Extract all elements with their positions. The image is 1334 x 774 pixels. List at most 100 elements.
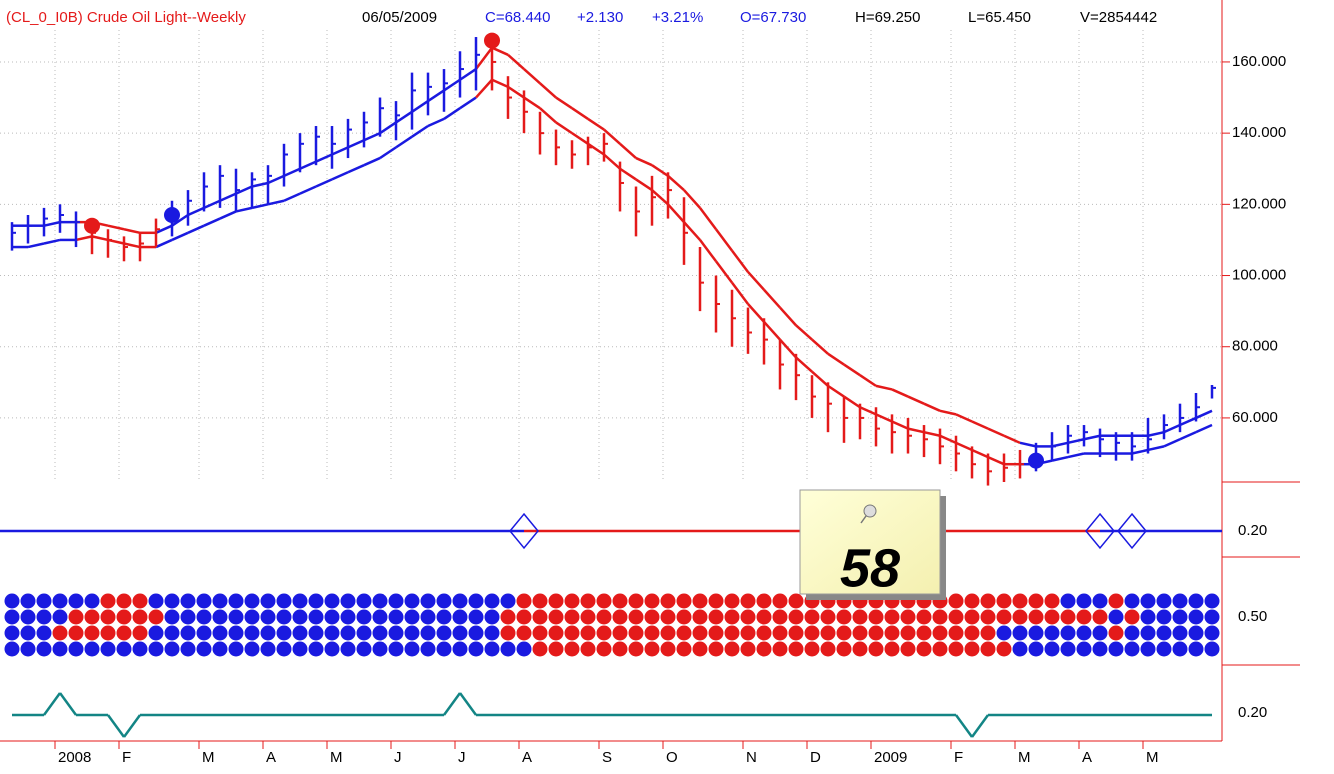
state-dot bbox=[1044, 625, 1060, 641]
state-dot bbox=[132, 609, 148, 625]
upper-band bbox=[187, 206, 205, 217]
state-dot bbox=[468, 593, 484, 609]
state-dot bbox=[244, 609, 260, 625]
state-dot bbox=[36, 593, 52, 609]
state-dot bbox=[740, 593, 756, 609]
lower-band bbox=[1195, 423, 1213, 434]
y-tick-label: 100.000 bbox=[1232, 266, 1286, 283]
state-dot bbox=[820, 625, 836, 641]
state-dot bbox=[836, 625, 852, 641]
state-dot bbox=[372, 609, 388, 625]
upper-band bbox=[443, 78, 461, 92]
state-dot bbox=[580, 625, 596, 641]
lower-band bbox=[875, 413, 893, 423]
lower-band bbox=[811, 370, 829, 387]
state-dot bbox=[452, 641, 468, 657]
state-dot bbox=[724, 641, 740, 657]
state-dot bbox=[772, 625, 788, 641]
state-dot bbox=[1028, 641, 1044, 657]
upper-band bbox=[747, 271, 765, 291]
state-dot bbox=[980, 593, 996, 609]
header-field: 06/05/2009 bbox=[362, 9, 437, 26]
signal-dot bbox=[164, 207, 180, 224]
state-dot bbox=[148, 609, 164, 625]
state-dot bbox=[676, 593, 692, 609]
upper-band bbox=[571, 107, 589, 120]
state-dot bbox=[436, 609, 452, 625]
lower-band bbox=[539, 107, 557, 124]
state-dot bbox=[372, 641, 388, 657]
lower-band bbox=[1179, 431, 1197, 441]
state-dot bbox=[820, 641, 836, 657]
state-dot bbox=[388, 593, 404, 609]
state-dot bbox=[916, 609, 932, 625]
lower-band bbox=[859, 406, 877, 416]
state-dot bbox=[548, 609, 564, 625]
oscillator-line bbox=[122, 714, 142, 738]
upper-band bbox=[1163, 423, 1181, 434]
state-dot bbox=[484, 593, 500, 609]
lower-band bbox=[363, 156, 381, 167]
state-dot bbox=[100, 593, 116, 609]
state-dot bbox=[244, 593, 260, 609]
state-dot bbox=[420, 641, 436, 657]
lower-band bbox=[75, 235, 93, 242]
upper-band bbox=[635, 156, 653, 167]
state-dot bbox=[788, 641, 804, 657]
state-dot bbox=[548, 625, 564, 641]
state-dot bbox=[436, 625, 452, 641]
state-dot bbox=[916, 625, 932, 641]
state-dot bbox=[68, 625, 84, 641]
upper-band bbox=[971, 420, 989, 430]
state-dot bbox=[132, 593, 148, 609]
upper-band bbox=[987, 427, 1005, 437]
x-tick-label: A bbox=[522, 749, 532, 766]
state-dot bbox=[484, 625, 500, 641]
x-tick-label: M bbox=[330, 749, 343, 766]
state-dot bbox=[868, 609, 884, 625]
state-dot bbox=[404, 609, 420, 625]
state-dot bbox=[228, 625, 244, 641]
state-dot bbox=[804, 625, 820, 641]
upper-band bbox=[1195, 409, 1213, 420]
state-dot bbox=[884, 609, 900, 625]
upper-band bbox=[827, 352, 845, 366]
lower-band bbox=[171, 231, 189, 242]
oscillator-line bbox=[42, 692, 62, 716]
state-dot bbox=[516, 641, 532, 657]
state-dot bbox=[356, 593, 372, 609]
upper-band bbox=[267, 174, 285, 185]
upper-band bbox=[875, 384, 893, 391]
state-dot bbox=[196, 593, 212, 609]
lower-band bbox=[427, 117, 445, 128]
y-tick-label: 140.000 bbox=[1232, 124, 1286, 141]
state-dot bbox=[324, 641, 340, 657]
state-dot bbox=[724, 625, 740, 641]
state-dot bbox=[196, 625, 212, 641]
upper-band bbox=[203, 199, 221, 210]
state-dot bbox=[1060, 625, 1076, 641]
oscillator-line bbox=[458, 692, 478, 716]
upper-band bbox=[491, 46, 509, 56]
upper-band bbox=[171, 213, 189, 227]
state-dot bbox=[772, 609, 788, 625]
state-dot bbox=[180, 609, 196, 625]
state-dot bbox=[708, 641, 724, 657]
popup-text: 58 bbox=[840, 538, 900, 598]
state-dot bbox=[1012, 625, 1028, 641]
lower-band bbox=[843, 395, 861, 409]
lower-band bbox=[203, 217, 221, 227]
state-dot bbox=[292, 593, 308, 609]
state-dot bbox=[116, 609, 132, 625]
state-dot bbox=[308, 641, 324, 657]
state-dot bbox=[564, 641, 580, 657]
state-dot bbox=[308, 593, 324, 609]
lower-band bbox=[1131, 448, 1149, 455]
state-dot bbox=[20, 609, 36, 625]
header-field: L=65.450 bbox=[968, 9, 1031, 26]
state-dot bbox=[116, 641, 132, 657]
state-dot bbox=[964, 625, 980, 641]
state-dot bbox=[980, 641, 996, 657]
state-dot bbox=[340, 641, 356, 657]
state-dot bbox=[996, 609, 1012, 625]
